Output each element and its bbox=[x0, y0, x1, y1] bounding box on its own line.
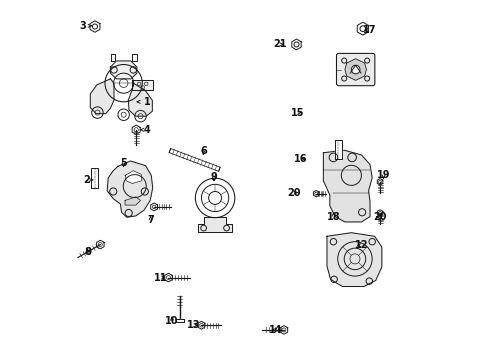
Polygon shape bbox=[150, 203, 157, 211]
Polygon shape bbox=[132, 54, 136, 61]
Polygon shape bbox=[376, 179, 382, 185]
Polygon shape bbox=[326, 233, 381, 287]
Polygon shape bbox=[97, 240, 104, 249]
Polygon shape bbox=[110, 61, 137, 79]
Text: 11: 11 bbox=[153, 273, 166, 283]
Text: 13: 13 bbox=[186, 320, 200, 330]
Text: 21: 21 bbox=[272, 40, 286, 49]
Polygon shape bbox=[125, 197, 140, 205]
Text: 18: 18 bbox=[326, 212, 340, 221]
FancyBboxPatch shape bbox=[336, 53, 374, 86]
Text: 10: 10 bbox=[165, 316, 179, 325]
Text: 12: 12 bbox=[355, 240, 368, 250]
Text: 14: 14 bbox=[269, 325, 282, 335]
Text: 8: 8 bbox=[84, 247, 91, 257]
Text: 16: 16 bbox=[294, 154, 307, 164]
Polygon shape bbox=[175, 319, 184, 322]
Polygon shape bbox=[357, 22, 367, 35]
Polygon shape bbox=[132, 80, 153, 90]
Text: 17: 17 bbox=[362, 25, 375, 35]
Text: 5: 5 bbox=[120, 158, 127, 168]
Text: 19: 19 bbox=[376, 170, 389, 180]
Polygon shape bbox=[90, 79, 114, 114]
Polygon shape bbox=[132, 125, 140, 134]
Polygon shape bbox=[291, 39, 301, 50]
Polygon shape bbox=[125, 171, 142, 184]
Polygon shape bbox=[344, 59, 366, 80]
Polygon shape bbox=[107, 161, 152, 217]
Text: 1: 1 bbox=[137, 97, 150, 107]
Polygon shape bbox=[91, 168, 98, 188]
Polygon shape bbox=[323, 150, 371, 222]
Text: 4: 4 bbox=[140, 125, 150, 135]
Polygon shape bbox=[376, 210, 382, 216]
Polygon shape bbox=[90, 21, 100, 32]
Polygon shape bbox=[198, 321, 204, 329]
Polygon shape bbox=[334, 140, 341, 159]
Polygon shape bbox=[198, 217, 232, 231]
Polygon shape bbox=[313, 190, 318, 197]
Polygon shape bbox=[110, 54, 115, 61]
Text: 20: 20 bbox=[286, 188, 300, 198]
Polygon shape bbox=[164, 273, 172, 282]
Text: 7: 7 bbox=[147, 215, 154, 225]
Polygon shape bbox=[169, 149, 220, 171]
Text: 3: 3 bbox=[79, 21, 91, 31]
Text: 15: 15 bbox=[290, 108, 304, 118]
Text: 2: 2 bbox=[83, 175, 93, 185]
Text: 20: 20 bbox=[372, 212, 386, 221]
Circle shape bbox=[351, 65, 359, 74]
Text: 6: 6 bbox=[200, 145, 206, 156]
Polygon shape bbox=[128, 83, 152, 116]
Polygon shape bbox=[280, 325, 287, 334]
Text: 9: 9 bbox=[210, 172, 217, 182]
